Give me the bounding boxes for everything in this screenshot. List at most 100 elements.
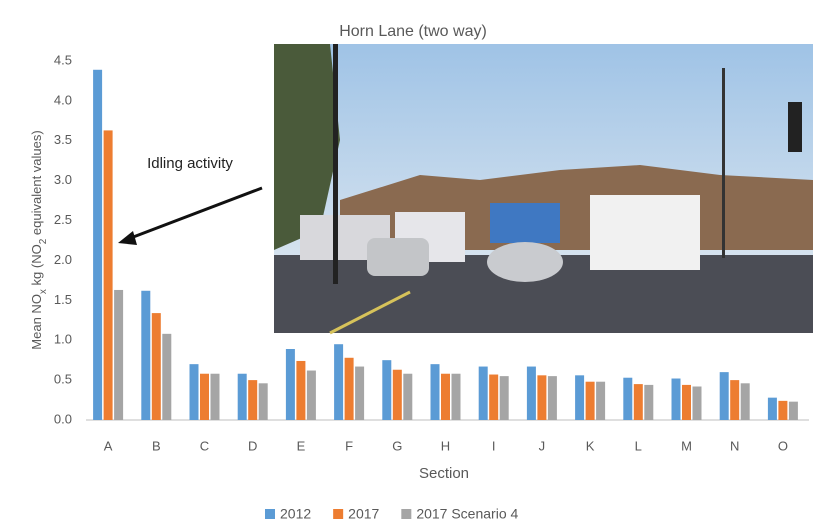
x-tick-label: H bbox=[441, 438, 450, 453]
bar bbox=[210, 373, 220, 420]
bar bbox=[162, 333, 172, 420]
legend-label: 2012 bbox=[280, 506, 311, 522]
bar bbox=[671, 378, 681, 420]
bar bbox=[430, 364, 440, 420]
bar bbox=[114, 289, 124, 420]
bar bbox=[788, 401, 798, 420]
bar bbox=[585, 381, 595, 420]
bar bbox=[575, 375, 585, 420]
y-axis-label-part: equivalent values) bbox=[29, 130, 44, 238]
bar bbox=[596, 381, 606, 420]
bar bbox=[296, 360, 306, 420]
x-tick-label: C bbox=[200, 438, 209, 453]
y-tick-label: 1.0 bbox=[54, 332, 72, 347]
x-tick-label: O bbox=[778, 438, 788, 453]
photo bbox=[274, 44, 813, 335]
bar bbox=[103, 130, 113, 420]
bar bbox=[740, 383, 750, 420]
bar bbox=[692, 386, 702, 420]
photo-tree bbox=[274, 44, 340, 250]
y-tick-label: 2.5 bbox=[54, 212, 72, 227]
x-tick-label: L bbox=[635, 438, 642, 453]
bar bbox=[237, 373, 247, 420]
y-axis-label: Mean NOx kg (NO2 equivalent values) bbox=[29, 130, 49, 349]
bar bbox=[141, 290, 151, 420]
photo-car bbox=[367, 238, 429, 276]
x-tick-label: G bbox=[392, 438, 402, 453]
bar bbox=[682, 384, 691, 420]
bar bbox=[355, 366, 365, 420]
x-tick-label: M bbox=[681, 438, 692, 453]
bar bbox=[93, 69, 103, 420]
y-tick-label: 0.0 bbox=[54, 411, 72, 426]
photo-signal bbox=[788, 102, 802, 152]
x-tick-label: K bbox=[586, 438, 595, 453]
annotation-arrow bbox=[127, 186, 263, 241]
photo-pole bbox=[722, 68, 725, 258]
legend-label: 2017 Scenario 4 bbox=[416, 506, 518, 522]
legend-swatch bbox=[401, 509, 412, 519]
plot-area: 0.0 0.5 1.0 1.5 2.0 2.5 3.0 3.5 4.0 4.5 A B C D E F G H I J… bbox=[54, 52, 809, 453]
bar bbox=[719, 372, 729, 420]
photo-pole bbox=[333, 44, 338, 284]
photo-vehicle bbox=[490, 203, 560, 243]
bar bbox=[344, 357, 354, 420]
bar bbox=[644, 384, 654, 420]
bar bbox=[489, 374, 499, 420]
photo-car bbox=[487, 242, 563, 282]
bar bbox=[499, 376, 509, 420]
legend-swatch bbox=[265, 509, 275, 519]
y-tick-label: 4.5 bbox=[54, 52, 72, 67]
bar bbox=[730, 380, 740, 420]
x-tick-label: J bbox=[539, 438, 546, 453]
annotation: Idling activity bbox=[147, 155, 233, 172]
x-tick-label: F bbox=[345, 438, 353, 453]
bar bbox=[451, 373, 461, 420]
y-axis-label-part: 2 bbox=[38, 238, 49, 244]
bar bbox=[537, 375, 547, 420]
y-tick-label: 3.0 bbox=[54, 172, 72, 187]
bar bbox=[478, 366, 488, 420]
legend: 2012 2017 2017 Scenario 4 bbox=[265, 506, 518, 522]
x-tick-label: A bbox=[104, 438, 113, 453]
y-axis-label-part: kg (NO bbox=[29, 244, 44, 289]
bar bbox=[623, 377, 633, 420]
y-tick-label: 0.5 bbox=[54, 372, 72, 387]
bar bbox=[285, 348, 295, 420]
y-axis-label-part: x bbox=[38, 289, 49, 294]
legend-swatch bbox=[333, 509, 344, 519]
annotation-arrowhead bbox=[118, 231, 137, 245]
x-tick-label: B bbox=[152, 438, 161, 453]
x-tick-label: D bbox=[248, 438, 257, 453]
chart-title: Horn Lane (two way) bbox=[339, 23, 487, 40]
bar bbox=[403, 373, 413, 420]
bar bbox=[334, 344, 344, 420]
bar bbox=[526, 366, 536, 420]
bar bbox=[392, 369, 402, 420]
x-tick-label: N bbox=[730, 438, 739, 453]
bar bbox=[306, 370, 316, 420]
bar bbox=[547, 376, 557, 420]
bar bbox=[441, 373, 450, 420]
y-tick-label: 1.5 bbox=[54, 292, 72, 307]
legend-label: 2017 bbox=[348, 506, 379, 522]
bar bbox=[382, 360, 392, 420]
photo-road-marking bbox=[329, 290, 411, 335]
x-axis-label: Section bbox=[419, 465, 469, 482]
x-tick-label: I bbox=[492, 438, 496, 453]
x-tick-label: E bbox=[297, 438, 306, 453]
y-tick-label: 3.5 bbox=[54, 132, 72, 147]
bar bbox=[633, 384, 643, 420]
bar bbox=[151, 313, 161, 420]
bar bbox=[200, 373, 209, 420]
bar bbox=[248, 380, 258, 420]
y-tick-label: 4.0 bbox=[54, 92, 72, 107]
bar bbox=[258, 383, 268, 420]
y-tick-label: 2.0 bbox=[54, 252, 72, 267]
bar bbox=[778, 400, 788, 420]
photo-truck bbox=[590, 195, 700, 270]
y-axis-label-part: Mean NO bbox=[29, 294, 44, 350]
bar bbox=[189, 364, 199, 420]
